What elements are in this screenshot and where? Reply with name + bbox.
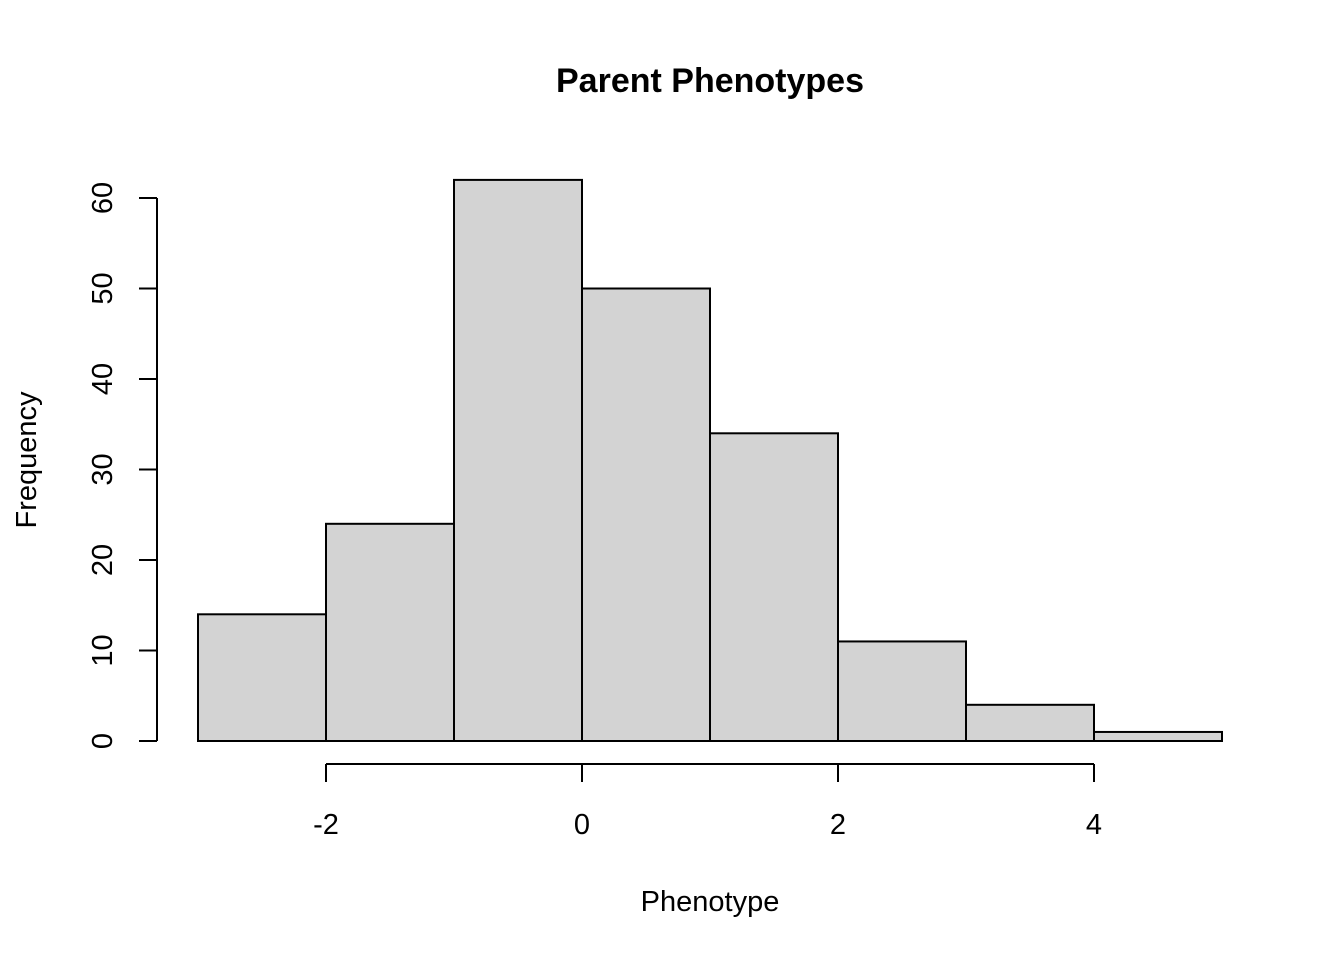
y-axis-label: Frequency — [11, 391, 43, 529]
histogram-bar — [453, 178, 583, 742]
histogram-bar — [197, 613, 327, 742]
x-axis-label: Phenotype — [641, 886, 780, 918]
histogram-bar — [1093, 730, 1223, 743]
x-tick-label: 0 — [574, 809, 590, 841]
y-tick-label: 30 — [87, 453, 119, 485]
bars-group — [197, 178, 1223, 743]
y-axis: 0 10 20 30 40 50 60 — [87, 182, 158, 749]
x-tick-label: 4 — [1086, 809, 1102, 841]
y-tick-label: 10 — [87, 634, 119, 666]
histogram-bar — [325, 522, 455, 742]
x-tick-label: -2 — [313, 809, 339, 841]
chart-title: Parent Phenotypes — [556, 62, 864, 100]
y-tick-label: 60 — [87, 182, 119, 214]
histogram-bar — [965, 703, 1095, 742]
histogram-bar — [581, 287, 711, 742]
y-tick-label: 50 — [87, 272, 119, 304]
y-tick-label: 40 — [87, 363, 119, 395]
x-tick-label: 2 — [830, 809, 846, 841]
histogram-bar — [837, 640, 967, 743]
y-tick-label: 0 — [87, 733, 119, 749]
histogram-bar — [709, 432, 839, 742]
x-axis: -2 0 2 4 — [313, 763, 1102, 841]
y-tick-label: 20 — [87, 544, 119, 576]
